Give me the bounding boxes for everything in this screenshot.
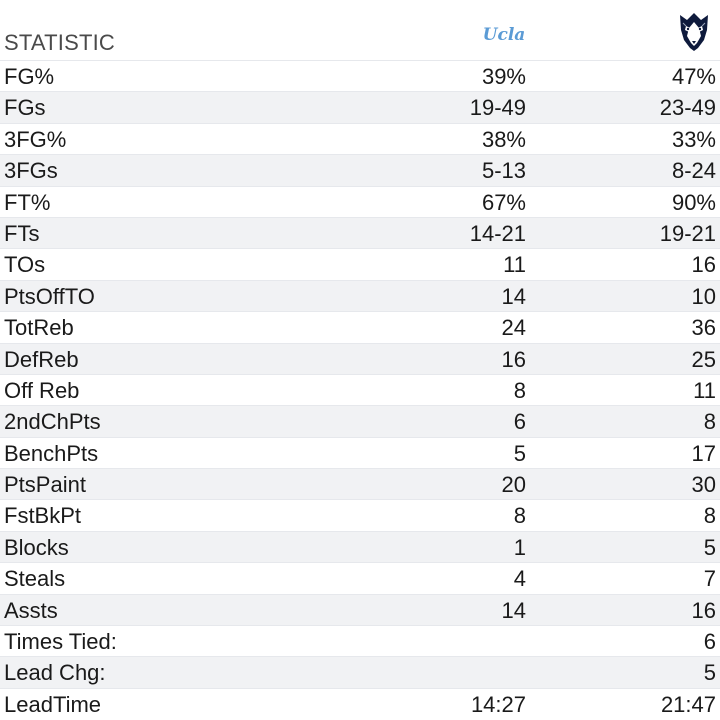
team-b-value: 23-49 — [659, 95, 716, 121]
team-a-value: 24 — [501, 315, 526, 341]
team-b-value: 30 — [691, 472, 716, 498]
table-row: FGs 19-49 23-49 — [0, 91, 720, 123]
stat-name: FT% — [4, 189, 51, 215]
stat-name: Steals — [4, 566, 66, 592]
table-row: FG% 39% 47% — [0, 60, 720, 91]
stat-name: TOs — [4, 252, 46, 278]
team-a-value: 14 — [501, 283, 526, 309]
team-a-value: 14:27 — [470, 691, 526, 717]
team-a-value: 5-13 — [481, 158, 526, 184]
team-b-value: 33% — [671, 126, 716, 152]
table-row: Off Reb 8 11 — [0, 373, 720, 405]
team-a-value: 14 — [501, 597, 526, 623]
team-b-value: 11 — [693, 377, 716, 403]
husky-head-icon — [680, 13, 708, 51]
svg-text:Ucla: Ucla — [484, 25, 524, 45]
team-b-value: 25 — [691, 346, 716, 372]
team-a-value: 20 — [501, 472, 526, 498]
stat-name: Lead Chg: — [4, 660, 106, 686]
team-a-value: 14-21 — [469, 220, 526, 246]
stat-name: PtsOffTO — [4, 283, 95, 309]
table-row: TotReb 24 36 — [0, 311, 720, 342]
table-row: FT% 67% 90% — [0, 185, 720, 217]
team-b-value: 6 — [703, 629, 716, 655]
stat-name: FstBkPt — [4, 503, 82, 529]
team-a-value: 8 — [513, 503, 526, 529]
uconn-logo[interactable] — [674, 10, 714, 54]
team-a-value: 38% — [481, 126, 526, 152]
table-row: 3FGs 5-13 8-24 — [0, 154, 720, 186]
stat-name: FG% — [4, 64, 55, 89]
ucla-wordmark-icon: Ucla — [484, 25, 524, 45]
team-b-value: 5 — [703, 660, 716, 686]
team-a-value: 67% — [481, 189, 526, 215]
team-b-value: 90% — [671, 189, 716, 215]
table-row: FTs 14-21 19-21 — [0, 216, 720, 249]
stats-rows: FG% 39% 47% FGs 19-49 23-49 3FG% 38% 33% 3FGs 5-13… — [0, 60, 720, 719]
stat-name: Assts — [4, 597, 58, 623]
table-row: 3FG% 38% 33% — [0, 122, 720, 154]
team-a-value: 5 — [513, 440, 526, 466]
table-row: Lead Chg: 5 — [0, 656, 720, 688]
table-row: PtsPaint 20 30 — [0, 468, 720, 500]
stat-name: Times Tied: — [4, 629, 117, 655]
stat-name: Blocks — [4, 534, 69, 560]
ucla-logo[interactable]: Ucla — [484, 10, 524, 54]
team-a-value: 11 — [503, 252, 526, 278]
table-row: Times Tied: 6 — [0, 625, 720, 656]
table-row: BenchPts 5 17 — [0, 436, 720, 468]
team-b-value: 8 — [703, 409, 716, 435]
team-a-value: 16 — [501, 346, 526, 372]
table-row: TOs 11 16 — [0, 248, 720, 279]
team-a-value: 6 — [513, 409, 526, 435]
stat-name: BenchPts — [4, 440, 99, 466]
team-a-value: 4 — [513, 566, 526, 592]
team-a-value: 39% — [481, 64, 526, 89]
statistic-column-header: STATISTIC — [4, 30, 115, 55]
team-b-value: 36 — [691, 315, 716, 341]
stat-name: DefReb — [4, 346, 79, 372]
team-a-value: 19-49 — [469, 95, 526, 121]
stat-name: FGs — [4, 95, 46, 121]
stat-name: LeadTime — [4, 691, 102, 717]
table-row: Assts 14 16 — [0, 593, 720, 626]
table-row: Blocks 1 5 — [0, 530, 720, 563]
team-b-value: 16 — [691, 597, 716, 623]
stat-name: 3FG% — [4, 126, 67, 152]
table-row: 2ndChPts 6 8 — [0, 405, 720, 437]
table-header: STATISTIC Ucla — [0, 0, 720, 60]
stat-name: 2ndChPts — [4, 409, 101, 435]
stat-name: PtsPaint — [4, 472, 86, 498]
stat-name: 3FGs — [4, 158, 58, 184]
table-row: LeadTime 14:27 21:47 — [0, 687, 720, 719]
table-row: DefReb 16 25 — [0, 342, 720, 374]
team-b-value: 47% — [671, 64, 716, 89]
team-a-value: 1 — [513, 534, 526, 560]
stat-name: TotReb — [4, 315, 74, 341]
team-b-value: 21:47 — [660, 691, 716, 717]
team-b-value: 10 — [691, 283, 716, 309]
stat-name: Off Reb — [4, 377, 80, 403]
team-b-value: 8 — [703, 503, 716, 529]
team-b-value: 16 — [691, 252, 716, 278]
team-b-value: 8-24 — [671, 158, 716, 184]
stat-name: FTs — [4, 220, 40, 246]
table-row: PtsOffTO 14 10 — [0, 279, 720, 312]
team-b-value: 19-21 — [659, 220, 716, 246]
team-b-value: 7 — [703, 566, 716, 592]
table-row: Steals 4 7 — [0, 562, 720, 593]
team-b-value: 17 — [691, 440, 716, 466]
team-b-value: 5 — [703, 534, 716, 560]
table-row: FstBkPt 8 8 — [0, 499, 720, 530]
team-a-value: 8 — [513, 377, 526, 403]
